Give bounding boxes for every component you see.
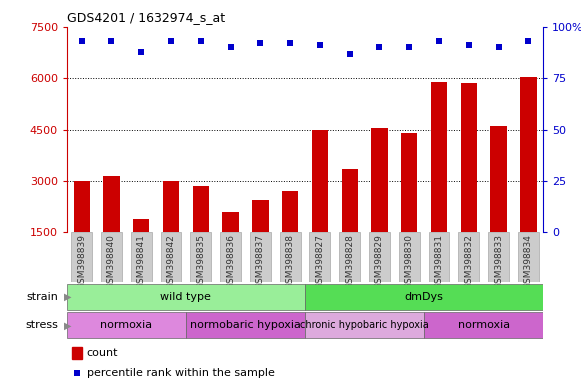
Text: count: count (87, 348, 119, 358)
Text: GDS4201 / 1632974_s_at: GDS4201 / 1632974_s_at (67, 11, 225, 24)
Text: GSM398838: GSM398838 (286, 234, 295, 289)
Text: GSM398839: GSM398839 (77, 234, 86, 289)
Text: GSM398837: GSM398837 (256, 234, 265, 289)
Bar (520, 76, 536, 232)
Bar (371, 128, 388, 232)
Text: GSM398831: GSM398831 (435, 234, 443, 289)
Point (315, 42, 325, 48)
Bar (223, 212, 239, 232)
FancyBboxPatch shape (279, 232, 300, 282)
Bar (163, 181, 179, 232)
Text: normoxia: normoxia (458, 320, 510, 331)
Bar (490, 126, 507, 232)
Bar (342, 169, 358, 232)
Point (285, 40, 295, 46)
Text: GSM398840: GSM398840 (107, 234, 116, 289)
Point (435, 38, 444, 44)
Bar (401, 133, 417, 232)
Text: GSM398830: GSM398830 (405, 234, 414, 289)
Text: normoxia: normoxia (101, 320, 152, 331)
Text: GSM398828: GSM398828 (345, 234, 354, 289)
Text: chronic hypobaric hypoxia: chronic hypobaric hypoxia (300, 320, 429, 331)
Point (494, 44, 503, 50)
FancyBboxPatch shape (220, 232, 241, 282)
FancyBboxPatch shape (310, 232, 331, 282)
Text: wild type: wild type (160, 291, 211, 302)
Point (345, 51, 354, 57)
Text: GSM398833: GSM398833 (494, 234, 503, 289)
Text: percentile rank within the sample: percentile rank within the sample (87, 368, 275, 378)
FancyBboxPatch shape (250, 232, 271, 282)
FancyBboxPatch shape (429, 232, 450, 282)
FancyBboxPatch shape (488, 232, 509, 282)
Bar (461, 83, 477, 232)
FancyBboxPatch shape (339, 232, 360, 282)
Text: GSM398834: GSM398834 (524, 234, 533, 289)
FancyBboxPatch shape (518, 232, 539, 282)
Point (464, 42, 474, 48)
Point (523, 38, 533, 44)
Bar (103, 176, 120, 232)
Text: GSM398827: GSM398827 (315, 234, 324, 289)
Point (375, 44, 384, 50)
FancyBboxPatch shape (458, 232, 479, 282)
Text: GSM398829: GSM398829 (375, 234, 384, 289)
FancyBboxPatch shape (191, 232, 211, 282)
FancyBboxPatch shape (305, 313, 424, 338)
FancyBboxPatch shape (160, 232, 181, 282)
Bar (312, 130, 328, 232)
Text: normobaric hypoxia: normobaric hypoxia (190, 320, 301, 331)
FancyBboxPatch shape (369, 232, 390, 282)
Bar (431, 82, 447, 232)
Bar (133, 218, 149, 232)
Point (107, 38, 116, 44)
Bar (71, 347, 82, 359)
Text: GSM398835: GSM398835 (196, 234, 205, 289)
Text: ▶: ▶ (64, 291, 71, 302)
Bar (193, 186, 209, 232)
Text: stress: stress (25, 320, 58, 331)
Point (256, 40, 265, 46)
Text: GSM398832: GSM398832 (464, 234, 474, 289)
FancyBboxPatch shape (399, 232, 419, 282)
FancyBboxPatch shape (305, 284, 543, 310)
Point (137, 48, 146, 55)
Bar (282, 191, 298, 232)
Text: dmDys: dmDys (405, 291, 443, 302)
FancyBboxPatch shape (131, 232, 152, 282)
FancyBboxPatch shape (101, 232, 122, 282)
Point (166, 38, 175, 44)
FancyBboxPatch shape (71, 232, 92, 282)
FancyBboxPatch shape (67, 313, 186, 338)
FancyBboxPatch shape (424, 313, 543, 338)
Point (77, 38, 87, 44)
Point (226, 44, 235, 50)
Point (196, 38, 206, 44)
Text: GSM398841: GSM398841 (137, 234, 146, 289)
Text: strain: strain (26, 291, 58, 302)
FancyBboxPatch shape (67, 284, 305, 310)
Point (404, 44, 414, 50)
Text: GSM398836: GSM398836 (226, 234, 235, 289)
FancyBboxPatch shape (186, 313, 305, 338)
Text: GSM398842: GSM398842 (167, 234, 175, 288)
Bar (252, 200, 268, 232)
Point (72, 370, 81, 376)
Bar (74, 181, 90, 232)
Text: ▶: ▶ (64, 320, 71, 331)
